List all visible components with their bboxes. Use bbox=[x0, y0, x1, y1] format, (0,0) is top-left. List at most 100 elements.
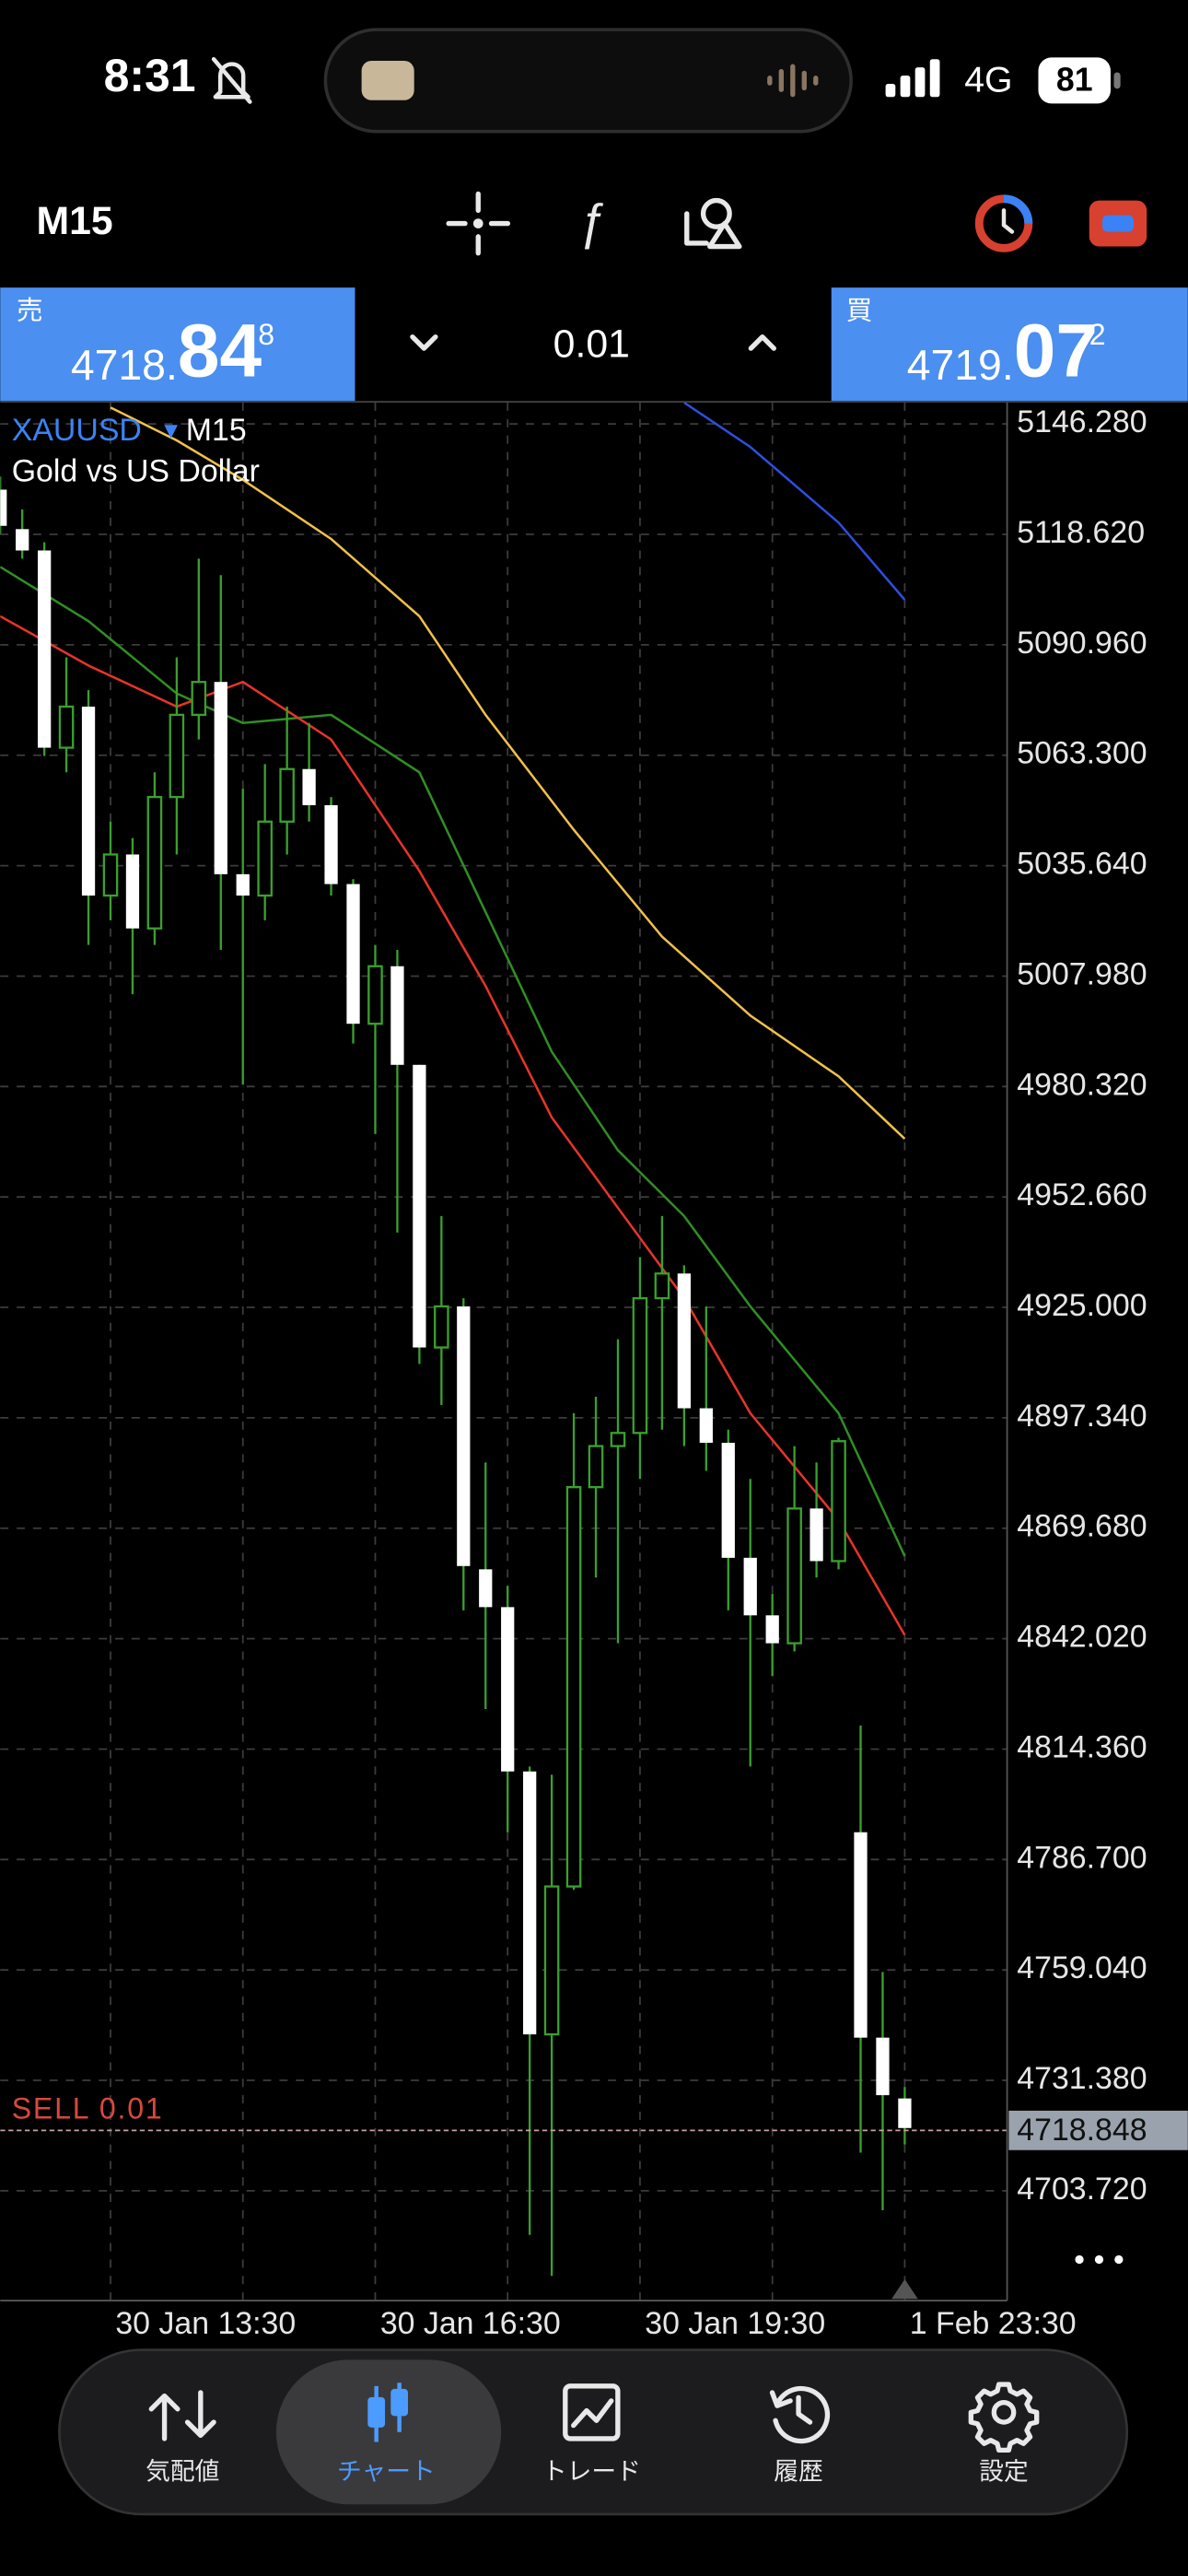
trade-button[interactable] bbox=[1089, 200, 1147, 247]
candle-body-bull bbox=[58, 705, 75, 749]
y-tick-label: 4703.720 bbox=[1017, 2172, 1147, 2207]
candle-body-bull bbox=[191, 681, 207, 717]
y-tick-label: 4952.660 bbox=[1017, 1177, 1147, 1212]
candle-body-bear bbox=[457, 1306, 471, 1566]
candle-body-bear bbox=[765, 1615, 779, 1644]
chart-icon bbox=[367, 2383, 409, 2442]
symbol-dropdown[interactable]: ▼ bbox=[159, 418, 182, 444]
candle-body-bear bbox=[876, 2037, 890, 2096]
x-tick-label: 1 Feb 23:30 bbox=[910, 2306, 1077, 2341]
y-tick-label: 5007.980 bbox=[1017, 956, 1147, 991]
candle-body-bear bbox=[721, 1443, 735, 1558]
y-tick-label: 5146.280 bbox=[1017, 404, 1147, 439]
buy-button[interactable] bbox=[831, 287, 1188, 402]
axes: 5146.280 5118.620 5090.960 5063.300 5035.640… bbox=[12, 404, 1188, 2341]
x-tick-label: 30 Jan 16:30 bbox=[380, 2306, 561, 2341]
timeframe-button[interactable]: M15 bbox=[36, 199, 112, 243]
one-click-button[interactable] bbox=[974, 194, 1033, 252]
moving-average bbox=[683, 402, 906, 601]
crosshair-button[interactable] bbox=[446, 191, 511, 256]
y-tick-label: 4759.040 bbox=[1017, 1950, 1147, 1985]
candle-body-bear bbox=[479, 1569, 493, 1608]
buy-price-main: 4719. bbox=[907, 341, 1014, 389]
y-tick-label: 4869.680 bbox=[1017, 1509, 1147, 1544]
audio-waveform bbox=[767, 64, 819, 98]
candle-body-bear bbox=[898, 2098, 912, 2128]
candle-body-bull bbox=[543, 1885, 560, 2036]
grid bbox=[0, 402, 1007, 2301]
candle-body-bull bbox=[565, 1486, 582, 1888]
chart-timeframe: M15 bbox=[186, 413, 247, 448]
tab-label[interactable]: 履歴 bbox=[774, 2457, 823, 2485]
objects-button[interactable] bbox=[684, 197, 742, 250]
active-tab-highlight bbox=[275, 2359, 502, 2505]
battery-level: 81 bbox=[1056, 62, 1093, 99]
candle-body-bear bbox=[854, 1832, 868, 2038]
y-tick-label: 4731.380 bbox=[1017, 2061, 1147, 2096]
candle-body-bear bbox=[236, 873, 250, 896]
candle-body-bear bbox=[677, 1273, 691, 1409]
candle-body-bear bbox=[501, 1607, 515, 1772]
candle-body-bear bbox=[809, 1508, 823, 1562]
moving-average bbox=[110, 406, 906, 1140]
dynamic-island bbox=[323, 28, 853, 134]
buy-price-big: 07 bbox=[1014, 310, 1098, 393]
volume[interactable]: 0.01 bbox=[553, 322, 630, 367]
y-tick-label: 4842.020 bbox=[1017, 1620, 1147, 1655]
candle-body-bear bbox=[743, 1557, 757, 1616]
candle-body-bull bbox=[279, 767, 295, 823]
y-tick-label: 5063.300 bbox=[1017, 736, 1147, 771]
y-tick-label: 5035.640 bbox=[1017, 847, 1147, 882]
network-type: 4G bbox=[964, 60, 1012, 100]
y-tick-label: 4814.360 bbox=[1017, 1729, 1147, 1764]
mute-icon bbox=[211, 56, 252, 104]
candle-body-bear bbox=[16, 529, 29, 551]
y-tick-label: 5090.960 bbox=[1017, 626, 1147, 661]
tab-label[interactable]: 設定 bbox=[979, 2457, 1029, 2485]
candle-body-bull bbox=[610, 1432, 626, 1447]
candle-body-bull bbox=[632, 1296, 648, 1434]
y-tick-label: 4897.340 bbox=[1017, 1399, 1147, 1434]
volume-up[interactable] bbox=[748, 334, 776, 351]
tab-label[interactable]: 気配値 bbox=[146, 2457, 219, 2485]
more-button[interactable] bbox=[1075, 2254, 1124, 2265]
symbol[interactable]: XAUUSD bbox=[12, 413, 142, 448]
x-tick-label: 30 Jan 19:30 bbox=[645, 2306, 825, 2341]
candle-body-bull bbox=[146, 795, 163, 930]
candle-body-bear bbox=[37, 550, 52, 748]
candle-body-bear bbox=[699, 1408, 713, 1444]
y-tick-label: 4980.320 bbox=[1017, 1067, 1147, 1102]
candle-body-bull bbox=[831, 1440, 846, 1563]
candle-body-bear bbox=[81, 706, 96, 896]
history-icon bbox=[769, 2385, 831, 2444]
sell-label: 売 bbox=[17, 296, 43, 325]
candle-body-bull bbox=[588, 1445, 604, 1489]
signal-icon bbox=[885, 59, 940, 98]
sell-button[interactable] bbox=[0, 287, 355, 402]
last-bar-marker bbox=[891, 2278, 918, 2300]
candle-body-bull bbox=[654, 1272, 670, 1300]
candle-body-bear bbox=[324, 804, 338, 884]
volume-down[interactable] bbox=[410, 334, 438, 351]
sell-price-main: 4718. bbox=[71, 341, 178, 389]
tab-label[interactable]: トレード bbox=[542, 2457, 641, 2485]
tab-label[interactable]: チャート bbox=[337, 2457, 436, 2485]
candle-body-bear bbox=[302, 768, 316, 805]
y-tick-label: 4925.000 bbox=[1017, 1288, 1147, 1323]
candle-body-bear bbox=[413, 1064, 426, 1348]
current-price-box bbox=[1008, 2110, 1188, 2150]
tab-labels: 気配値 チャート トレード 履歴 設定 bbox=[146, 2457, 1029, 2485]
candle-body-bull bbox=[102, 853, 119, 897]
status-time: 8:31 bbox=[104, 50, 196, 101]
candle-body-bear bbox=[125, 854, 140, 929]
indicators-button[interactable]: ƒ bbox=[577, 194, 605, 250]
y-tick-label: 5118.620 bbox=[1017, 515, 1145, 550]
live-activity-thumbnail bbox=[361, 60, 414, 100]
order-label: SELL 0.01 bbox=[12, 2091, 164, 2125]
tab-bar bbox=[58, 2348, 1129, 2516]
buy-price-small: 2 bbox=[1089, 318, 1106, 351]
candle-body-bull bbox=[434, 1305, 449, 1349]
candle-body-bull bbox=[367, 965, 383, 1025]
